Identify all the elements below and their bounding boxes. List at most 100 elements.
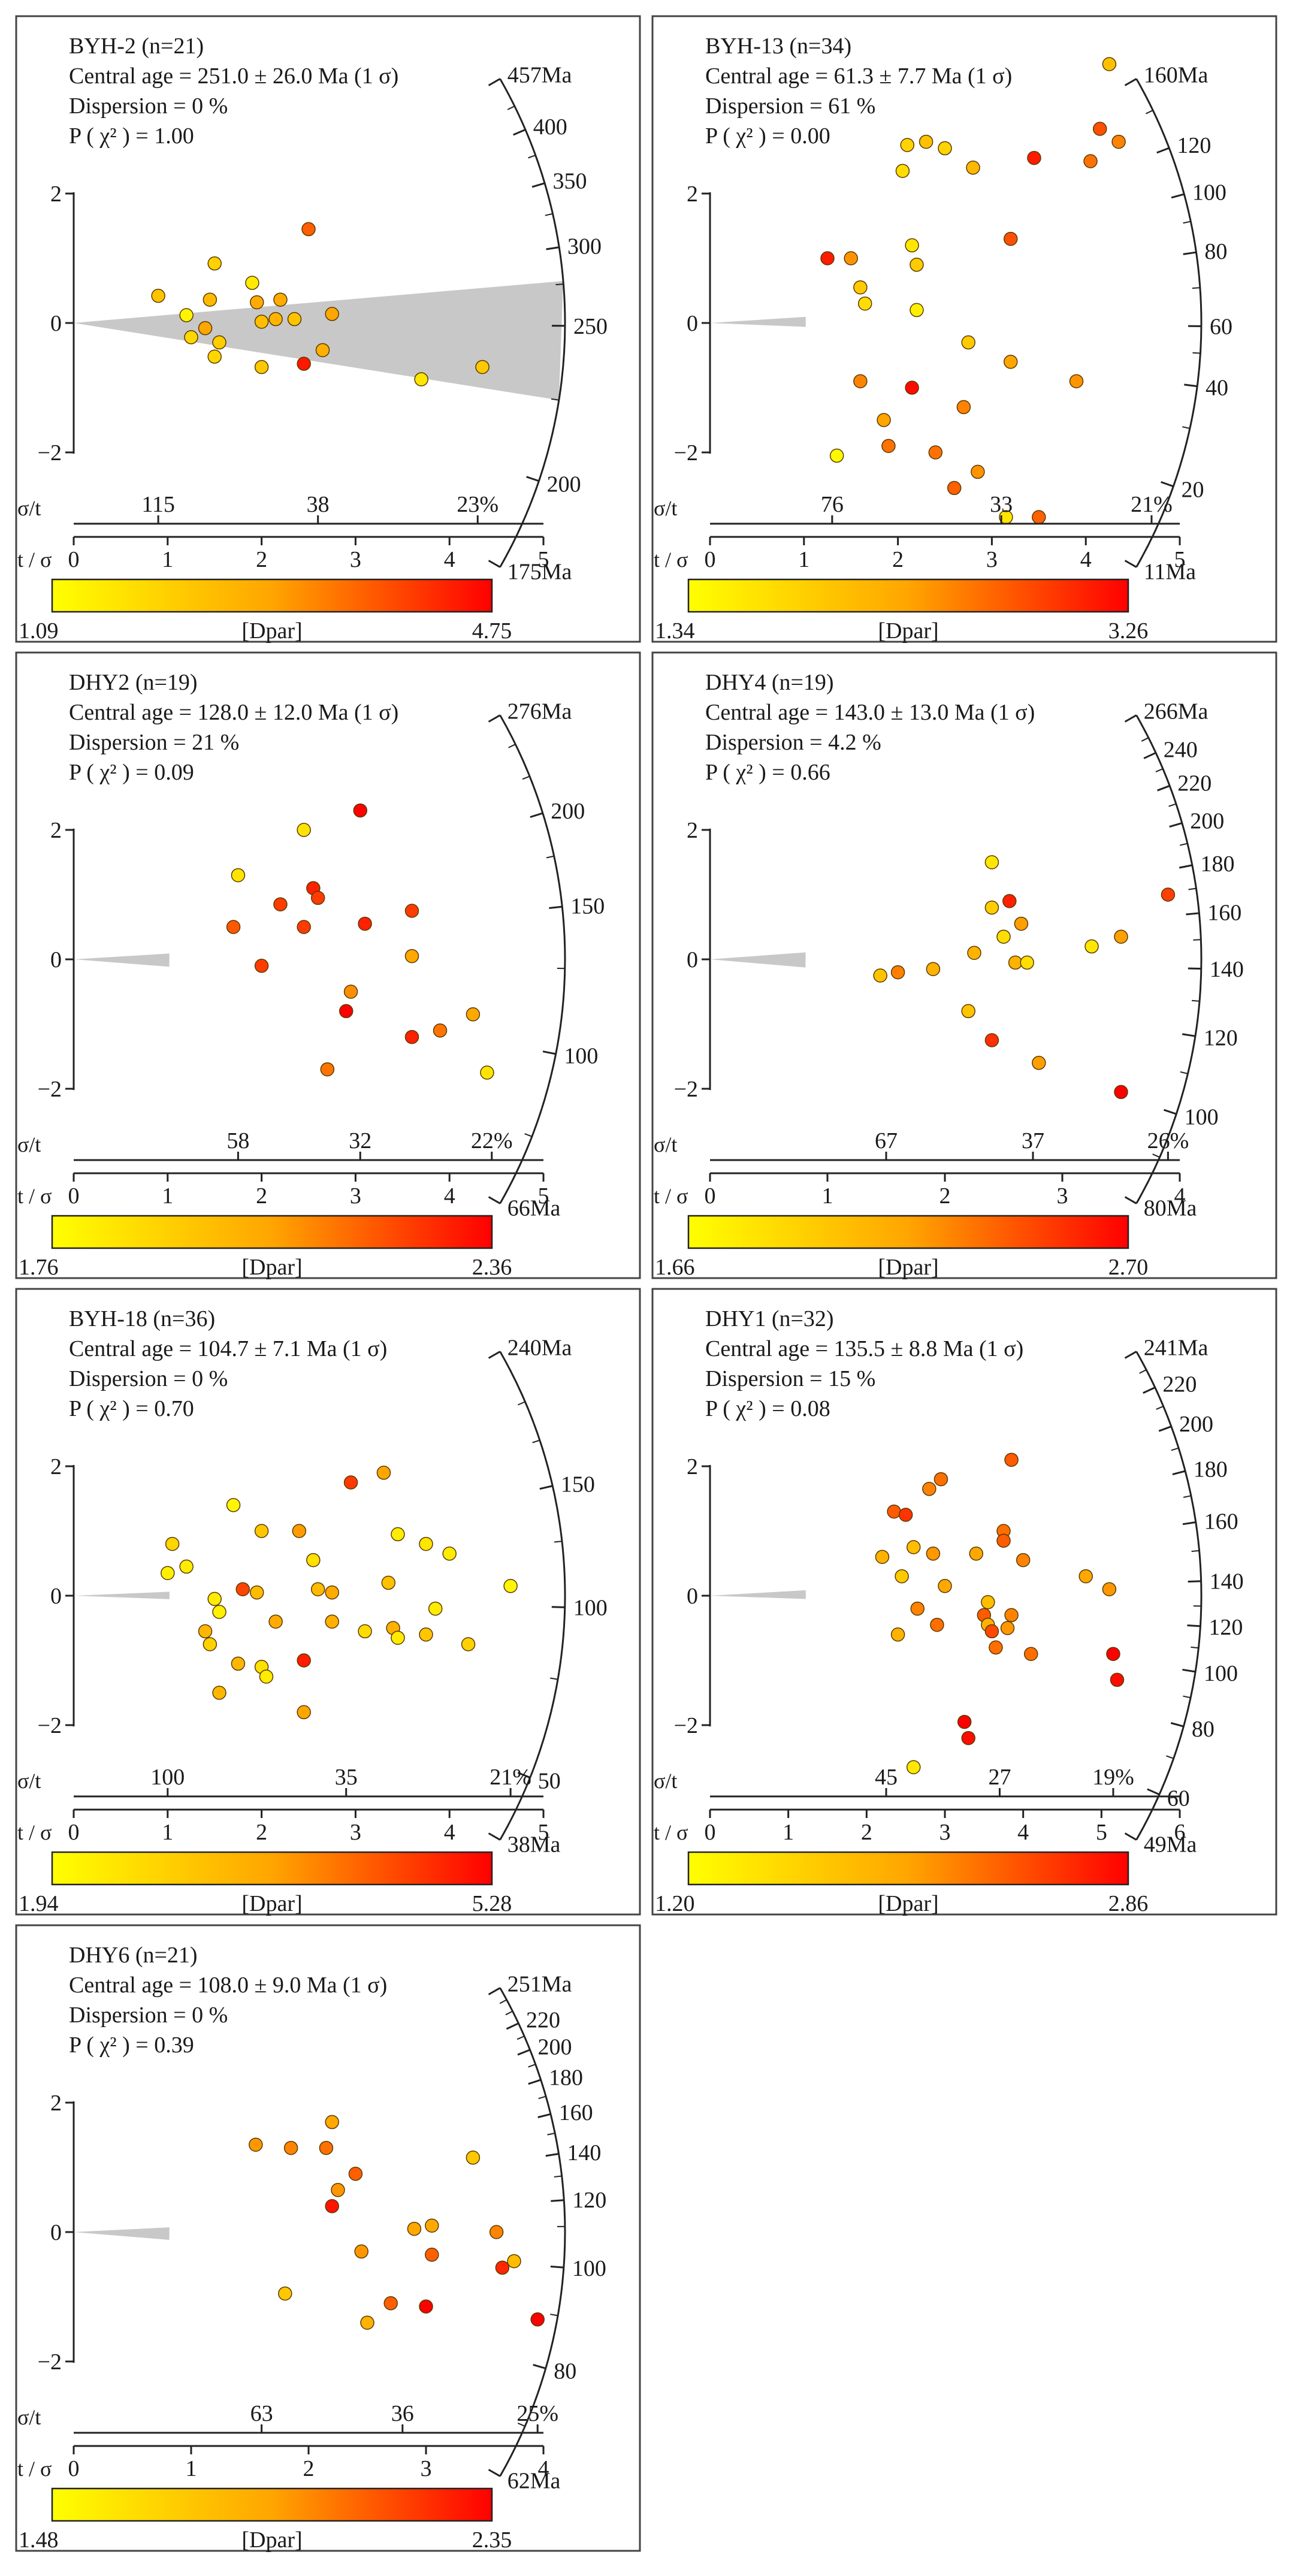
age-arc-label: 80 bbox=[1204, 239, 1227, 264]
data-point bbox=[404, 904, 419, 918]
data-point bbox=[273, 292, 288, 307]
data-point bbox=[1114, 1085, 1128, 1100]
dpar-colorbar bbox=[51, 578, 493, 613]
age-arc-label: 140 bbox=[1210, 1569, 1244, 1594]
dpar-colorbar bbox=[687, 1215, 1129, 1249]
data-point bbox=[480, 1065, 494, 1080]
x-tick-label: 0 bbox=[68, 1820, 80, 1845]
age-arc-minor-tick bbox=[517, 2423, 525, 2427]
data-point bbox=[404, 1029, 419, 1044]
data-point bbox=[967, 946, 981, 960]
data-point bbox=[910, 258, 924, 272]
data-point bbox=[996, 929, 1011, 944]
data-point bbox=[1069, 374, 1084, 388]
sigma-t-label: σ/t bbox=[17, 496, 41, 520]
dpar-min-label: 1.76 bbox=[19, 1255, 59, 1280]
data-point bbox=[930, 1617, 944, 1632]
age-arc-tick bbox=[1143, 751, 1156, 759]
data-point bbox=[984, 1033, 999, 1047]
age-arc-minor-tick bbox=[1152, 1153, 1160, 1158]
data-point bbox=[1102, 57, 1117, 71]
age-arc-tick bbox=[1172, 1470, 1186, 1476]
age-arc-label: 180 bbox=[1201, 851, 1235, 877]
data-point bbox=[1102, 1582, 1117, 1596]
x-tick-label: 1 bbox=[186, 2456, 197, 2481]
sigma-axis-label: 76 bbox=[821, 492, 844, 517]
age-arc-tick bbox=[1171, 193, 1185, 199]
age-arc-minor-tick bbox=[1166, 1755, 1174, 1759]
data-point bbox=[287, 312, 302, 327]
data-point bbox=[254, 959, 269, 973]
age-arc-tick bbox=[488, 560, 501, 568]
age-arc-tick bbox=[1188, 1580, 1201, 1583]
radial-plot-panel: DHY2 (n=19) Central age = 128.0 ± 12.0 Ma… bbox=[15, 651, 641, 1280]
data-point bbox=[297, 823, 311, 837]
x-tick-label: 3 bbox=[986, 547, 998, 572]
dpar-axis-label: [Dpar] bbox=[241, 2527, 302, 2553]
p-chi2-text: P ( χ² ) = 0.08 bbox=[705, 1396, 830, 1421]
age-arc-label: 62Ma bbox=[507, 2468, 561, 2493]
y-tick-label: 0 bbox=[50, 1584, 62, 1609]
data-point bbox=[254, 315, 269, 329]
dispersion-text: Dispersion = 0 % bbox=[69, 1366, 228, 1391]
age-arc-minor-tick bbox=[532, 1439, 540, 1443]
data-point bbox=[250, 295, 264, 310]
x-tick-label: 1 bbox=[162, 1183, 173, 1209]
age-arc-label: 160 bbox=[1207, 901, 1241, 926]
p-chi2-text: P ( χ² ) = 0.70 bbox=[69, 1396, 194, 1421]
age-arc-minor-tick bbox=[550, 1677, 558, 1680]
sigma-axis-label: 21% bbox=[1131, 492, 1173, 517]
data-point bbox=[1110, 1672, 1125, 1687]
data-point bbox=[358, 916, 372, 931]
dpar-max-label: 3.26 bbox=[1108, 618, 1149, 644]
age-arc-tick bbox=[1124, 1351, 1137, 1359]
age-arc bbox=[1135, 78, 1203, 568]
data-point bbox=[165, 1536, 180, 1551]
x-tick-label: 3 bbox=[350, 547, 361, 572]
data-point bbox=[226, 1498, 241, 1512]
age-arc-minor-tick bbox=[1155, 768, 1164, 773]
data-point bbox=[319, 2140, 334, 2155]
age-arc-label: 100 bbox=[564, 1044, 598, 1069]
dispersion-text: Dispersion = 0 % bbox=[69, 2003, 228, 2028]
y-tick-label: −2 bbox=[674, 1077, 698, 1102]
data-point bbox=[151, 288, 165, 303]
data-point bbox=[984, 900, 999, 915]
x-tick-label: 4 bbox=[1080, 547, 1092, 572]
data-point bbox=[259, 1669, 274, 1684]
data-point bbox=[161, 1566, 175, 1580]
sigma-axis-label: 26% bbox=[1147, 1128, 1189, 1153]
data-point bbox=[1111, 134, 1126, 149]
data-point bbox=[1078, 1569, 1093, 1584]
dpar-min-label: 1.66 bbox=[655, 1255, 695, 1280]
data-point bbox=[1032, 1056, 1046, 1070]
dpar-colorbar bbox=[687, 1851, 1129, 1886]
age-arc-tick bbox=[488, 78, 501, 86]
age-arc-label: 100 bbox=[573, 1596, 608, 1621]
data-point bbox=[268, 1614, 283, 1629]
age-arc-tick bbox=[551, 2199, 564, 2202]
data-point bbox=[226, 920, 241, 934]
x-tick-label: 3 bbox=[350, 1820, 361, 1845]
age-arc-tick bbox=[542, 1050, 556, 1055]
data-point bbox=[325, 1614, 339, 1629]
x-tick-label: 4 bbox=[444, 1820, 455, 1845]
age-arc-tick bbox=[488, 1987, 501, 1995]
x-tick-label: 5 bbox=[538, 1820, 549, 1845]
age-arc-tick bbox=[488, 1351, 501, 1359]
data-point bbox=[956, 400, 971, 415]
age-arc-tick bbox=[488, 2469, 501, 2477]
data-point bbox=[425, 2248, 439, 2262]
x-tick-label: 2 bbox=[861, 1820, 872, 1845]
data-point bbox=[938, 1579, 952, 1593]
age-arc-minor-tick bbox=[550, 2314, 558, 2317]
data-point bbox=[212, 1686, 226, 1700]
data-point bbox=[890, 1627, 905, 1642]
data-point bbox=[853, 280, 868, 295]
data-point bbox=[966, 161, 980, 175]
data-point bbox=[489, 2225, 504, 2239]
sigma-axis-label: 27 bbox=[988, 1765, 1011, 1790]
age-arc-minor-tick bbox=[551, 398, 559, 401]
x-tick-label: 2 bbox=[256, 547, 267, 572]
data-point bbox=[348, 2167, 363, 2181]
